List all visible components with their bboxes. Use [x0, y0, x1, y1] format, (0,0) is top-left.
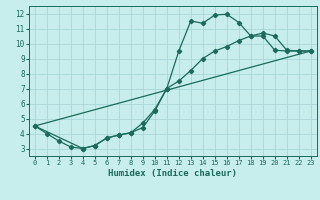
X-axis label: Humidex (Indice chaleur): Humidex (Indice chaleur) [108, 169, 237, 178]
